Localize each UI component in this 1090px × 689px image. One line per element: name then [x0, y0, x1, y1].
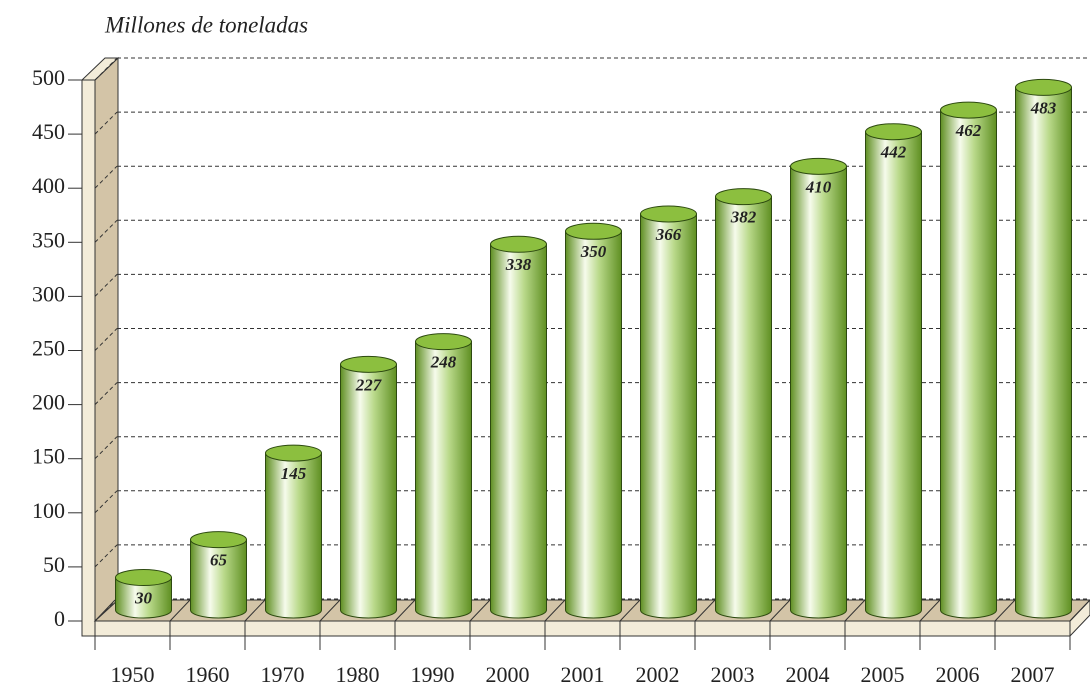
floor-divider: [1069, 599, 1090, 622]
bar-top: [790, 157, 847, 175]
x-tick-label: 2001: [561, 662, 605, 687]
floor-front: [94, 620, 1071, 637]
bar-top: [265, 444, 322, 462]
y-tick-label: 300: [32, 281, 65, 306]
bar: [940, 109, 997, 619]
x-tick-label: 2004: [786, 662, 830, 687]
grid-line: [94, 382, 118, 405]
floor-divider: [994, 599, 1016, 622]
x-tick-label: 2007: [1011, 662, 1055, 687]
bar-top: [940, 101, 997, 119]
x-tick-label: 1980: [336, 662, 380, 687]
floor-divider: [844, 599, 866, 622]
grid-line: [94, 274, 118, 297]
floor-divider: [919, 599, 941, 622]
x-tick-label: 1950: [111, 662, 155, 687]
x-tick-label: 2000: [486, 662, 530, 687]
grid-line: [94, 544, 118, 568]
y-tick-label: 50: [43, 552, 65, 577]
bar-top: [190, 531, 247, 549]
y-tick-label: 0: [54, 606, 65, 631]
floor-divider: [769, 599, 791, 622]
y-tick-label: 250: [32, 336, 65, 361]
bar: [715, 196, 772, 619]
y-tick-label: 350: [32, 227, 65, 252]
floor-divider: [544, 599, 566, 622]
value-label: 462: [955, 121, 982, 140]
value-label: 442: [880, 143, 907, 162]
x-tick-label: 2003: [711, 662, 755, 687]
x-tick-label: 1960: [186, 662, 230, 687]
value-label: 366: [655, 225, 682, 244]
floor-divider: [619, 599, 641, 622]
y-tick-label: 200: [32, 390, 65, 415]
y-tick-label: 400: [32, 173, 65, 198]
x-tick-label: 1970: [261, 662, 305, 687]
x-tick-label: 2002: [636, 662, 680, 687]
x-tick-label: 1990: [411, 662, 455, 687]
bar-top: [640, 205, 697, 223]
chart-title: Millones de toneladas: [104, 12, 308, 37]
floor-divider: [169, 599, 191, 622]
value-label: 410: [805, 177, 832, 196]
bar-top: [115, 569, 172, 587]
bar-top: [715, 188, 772, 206]
bar-top: [415, 333, 472, 351]
floor-divider: [94, 599, 116, 622]
y-tick-label: 500: [32, 65, 65, 90]
grid-line: [94, 57, 118, 81]
floor-divider: [394, 599, 416, 622]
bar-top: [1015, 78, 1072, 96]
value-label: 338: [505, 255, 532, 274]
grid-line: [94, 219, 118, 243]
grid-line: [94, 111, 118, 135]
value-label: 227: [355, 375, 383, 394]
value-label: 145: [281, 464, 307, 483]
x-tick-label: 2006: [936, 662, 980, 687]
value-label: 350: [580, 242, 607, 261]
x-tick-label: 2005: [861, 662, 905, 687]
bar: [790, 165, 847, 619]
y-tick-label: 150: [32, 444, 65, 469]
floor-divider: [244, 599, 266, 622]
value-label: 382: [730, 208, 757, 227]
floor-divider: [469, 599, 491, 622]
bar: [865, 131, 922, 619]
bar-top: [865, 123, 922, 141]
bar-top: [490, 235, 547, 253]
floor-divider: [319, 599, 341, 622]
grid-line: [94, 436, 118, 460]
value-label: 30: [134, 588, 153, 607]
grid-line: [94, 165, 118, 189]
bar-top: [340, 355, 397, 373]
bar: [415, 341, 472, 619]
bar: [1015, 86, 1072, 619]
bar: [490, 243, 547, 619]
bar: [640, 213, 697, 619]
bar: [565, 230, 622, 619]
grid-line: [94, 328, 118, 351]
bar: [190, 539, 247, 619]
bar: [265, 452, 322, 619]
y-tick-label: 100: [32, 498, 65, 523]
grid-line: [94, 490, 118, 514]
bar: [115, 577, 172, 619]
value-label: 483: [1030, 98, 1057, 117]
floor-divider: [694, 599, 716, 622]
left-wall-front: [81, 79, 96, 637]
y-tick-label: 450: [32, 119, 65, 144]
value-label: 248: [430, 353, 457, 372]
bar: [340, 363, 397, 619]
bar-top: [565, 222, 622, 240]
value-label: 65: [210, 551, 228, 570]
